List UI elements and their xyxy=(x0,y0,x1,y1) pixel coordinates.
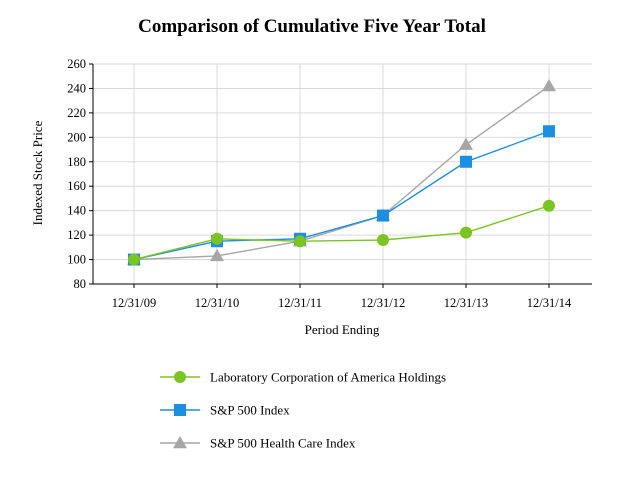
legend-label: Laboratory Corporation of America Holdin… xyxy=(210,370,446,385)
series-circle xyxy=(128,199,555,266)
data-point xyxy=(210,248,224,262)
y-tick-label: 160 xyxy=(67,179,86,193)
series-line xyxy=(133,205,550,261)
x-tick-label: 12/31/12 xyxy=(361,296,405,310)
y-tick-label: 180 xyxy=(67,155,86,169)
legend-marker xyxy=(174,371,186,383)
y-tick-label: 120 xyxy=(67,228,86,242)
y-tick-label: 240 xyxy=(67,81,86,95)
chart-title: Comparison of Cumulative Five Year Total xyxy=(138,16,486,37)
legend-item: Laboratory Corporation of America Holdin… xyxy=(160,370,446,385)
y-tick-label: 80 xyxy=(74,277,87,291)
data-point xyxy=(459,137,473,150)
legend: Laboratory Corporation of America Holdin… xyxy=(160,370,446,451)
data-point xyxy=(377,234,389,246)
x-tick-label: 12/31/13 xyxy=(444,296,488,310)
y-tick-label: 100 xyxy=(67,253,86,267)
legend-label: S&P 500 Index xyxy=(210,403,290,418)
x-tick-label: 12/31/14 xyxy=(527,296,572,310)
data-point xyxy=(543,199,555,212)
series-line xyxy=(133,85,550,261)
y-axis-label: Indexed Stock Price xyxy=(30,120,45,225)
legend-marker xyxy=(173,436,187,449)
x-tick-label: 12/31/09 xyxy=(112,296,156,310)
legend-marker xyxy=(174,404,186,416)
data-point xyxy=(460,226,472,239)
data-point xyxy=(543,125,555,138)
y-tick-label: 200 xyxy=(67,130,86,144)
data-point xyxy=(460,155,472,168)
series-triangle xyxy=(127,79,556,265)
series-line xyxy=(133,130,550,261)
x-axis-label: Period Ending xyxy=(305,322,380,337)
data-point xyxy=(128,253,140,266)
x-tick-label: 12/31/10 xyxy=(195,296,239,310)
data-point xyxy=(211,232,223,245)
legend-label: S&P 500 Health Care Index xyxy=(210,436,356,451)
legend-item: S&P 500 Index xyxy=(160,403,290,418)
y-tick-label: 260 xyxy=(67,57,86,71)
y-tick-label: 140 xyxy=(67,204,86,218)
axes xyxy=(89,63,592,288)
y-tick-label: 220 xyxy=(67,106,86,120)
series xyxy=(127,79,556,266)
x-tick-label: 12/31/11 xyxy=(278,296,322,310)
data-point xyxy=(294,235,306,248)
x-tick-labels: 12/31/09 12/31/10 12/31/11 12/31/12 12/31/13… xyxy=(112,296,572,310)
grid xyxy=(93,63,592,285)
data-point xyxy=(377,209,389,222)
data-point xyxy=(542,79,556,92)
y-tick-labels: 80 100 120 140 160 180 200 220 240 260 xyxy=(67,57,86,291)
legend-item: S&P 500 Health Care Index xyxy=(160,436,356,451)
